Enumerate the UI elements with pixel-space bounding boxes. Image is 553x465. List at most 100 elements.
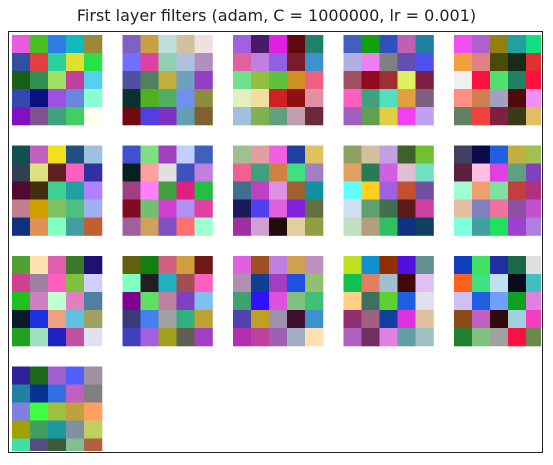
filter-pixel — [233, 71, 252, 90]
filter-pixel — [233, 292, 252, 311]
filter-pixel — [176, 274, 195, 293]
filter-pixel — [361, 274, 380, 293]
filter-pixel — [84, 274, 103, 293]
filter-pixel — [84, 199, 103, 218]
filter-pixel — [287, 35, 306, 54]
filter-pixel — [472, 292, 491, 311]
filter-pixel — [526, 35, 541, 54]
filter-pixel — [454, 274, 473, 293]
filter-pixel — [122, 71, 141, 90]
filter-pixel — [122, 163, 141, 182]
filter-pixel — [12, 181, 31, 200]
filter-pixel — [194, 145, 213, 164]
filter-pixel — [415, 217, 434, 236]
filter-pixel — [287, 328, 306, 347]
filter-pixel — [305, 292, 324, 311]
filter-pixel — [490, 181, 509, 200]
filter-tile-16 — [12, 366, 103, 451]
filter-pixel — [194, 274, 213, 293]
filter-pixel — [305, 163, 324, 182]
filter-pixel — [379, 145, 398, 164]
filter-pixel — [526, 89, 541, 108]
filter-pixel — [122, 310, 141, 329]
filter-pixel — [122, 107, 141, 126]
filter-pixel — [30, 366, 49, 385]
filter-pixel — [269, 145, 288, 164]
filter-pixel — [472, 217, 491, 236]
filter-pixel — [287, 274, 306, 293]
filter-pixel — [269, 217, 288, 236]
filter-pixel — [140, 274, 159, 293]
filter-pixel — [12, 199, 31, 218]
filter-pixel — [176, 256, 195, 275]
filter-pixel — [379, 328, 398, 347]
filter-pixel — [233, 274, 252, 293]
filter-pixel — [84, 420, 103, 439]
filter-pixel — [361, 71, 380, 90]
filter-pixel — [48, 310, 67, 329]
filter-pixel — [472, 163, 491, 182]
filter-pixel — [233, 310, 252, 329]
filter-pixel — [526, 274, 541, 293]
filter-pixel — [508, 89, 527, 108]
filter-pixel — [287, 53, 306, 72]
filter-pixel — [176, 89, 195, 108]
filter-pixel — [251, 328, 270, 347]
filter-pixel — [415, 181, 434, 200]
filter-pixel — [454, 256, 473, 275]
filter-pixel — [30, 199, 49, 218]
filter-tile-5 — [454, 35, 541, 126]
filter-pixel — [30, 310, 49, 329]
filter-pixel — [490, 107, 509, 126]
filter-pixel — [379, 107, 398, 126]
filter-pixel — [269, 181, 288, 200]
filter-pixel — [361, 328, 380, 347]
filter-pixel — [122, 181, 141, 200]
filter-pixel — [508, 53, 527, 72]
filter-pixel — [508, 292, 527, 311]
filter-pixel — [454, 35, 473, 54]
filter-pixel — [12, 107, 31, 126]
filter-pixel — [84, 53, 103, 72]
filter-pixel — [454, 310, 473, 329]
filter-pixel — [361, 145, 380, 164]
filter-pixel — [343, 107, 362, 126]
filter-pixel — [415, 71, 434, 90]
filter-pixel — [379, 274, 398, 293]
filter-pixel — [30, 89, 49, 108]
filter-pixel — [269, 163, 288, 182]
filter-pixel — [66, 89, 85, 108]
figure-title: First layer filters (adam, C = 1000000, … — [76, 6, 477, 25]
filter-pixel — [48, 107, 67, 126]
filter-pixel — [305, 145, 324, 164]
filter-pixel — [84, 366, 103, 385]
filter-pixel — [454, 145, 473, 164]
filter-pixel — [287, 310, 306, 329]
filter-pixel — [251, 310, 270, 329]
filter-pixel — [526, 256, 541, 275]
filter-pixel — [194, 199, 213, 218]
filter-pixel — [158, 163, 177, 182]
filter-pixel — [122, 35, 141, 54]
filter-pixel — [343, 199, 362, 218]
filter-pixel — [176, 53, 195, 72]
filter-pixel — [48, 163, 67, 182]
filter-pixel — [158, 310, 177, 329]
filter-pixel — [233, 328, 252, 347]
filter-pixel — [287, 199, 306, 218]
filter-pixel — [140, 199, 159, 218]
filter-pixel — [251, 256, 270, 275]
filter-pixel — [66, 217, 85, 236]
filter-pixel — [48, 217, 67, 236]
filter-pixel — [526, 310, 541, 329]
filter-pixel — [12, 274, 31, 293]
filter-pixel — [269, 310, 288, 329]
filter-pixel — [233, 89, 252, 108]
filter-pixel — [194, 328, 213, 347]
filter-pixel — [48, 145, 67, 164]
filter-pixel — [287, 107, 306, 126]
filter-pixel — [343, 274, 362, 293]
filter-pixel — [12, 163, 31, 182]
filter-pixel — [84, 35, 103, 54]
filter-pixel — [490, 217, 509, 236]
